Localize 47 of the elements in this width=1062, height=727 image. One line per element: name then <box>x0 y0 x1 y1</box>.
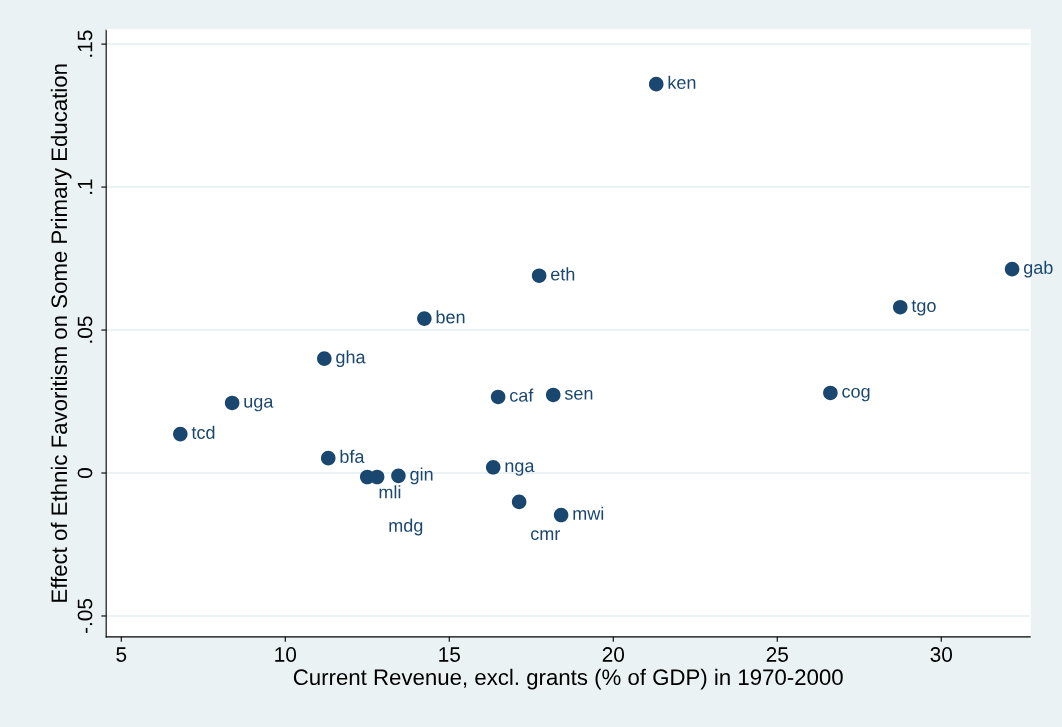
x-tick-label: 5 <box>116 647 127 662</box>
point <box>485 460 501 475</box>
x-axis-title: Current Revenue, excl. grants (% of GDP) in 1970-2000 <box>293 668 843 690</box>
x-tick-label: 10 <box>275 647 297 662</box>
data-label: tcd <box>191 425 215 439</box>
y-tick-label: 0 <box>77 468 93 478</box>
y-tick-label: -.05 <box>77 598 93 633</box>
x-tick-label: 20 <box>602 647 625 662</box>
point <box>320 450 336 466</box>
data-label: cmr <box>531 530 561 541</box>
point <box>553 507 569 523</box>
point <box>417 311 432 326</box>
data-label: gha <box>336 350 366 368</box>
data-label: bfa <box>340 449 365 463</box>
point <box>531 268 547 283</box>
point <box>511 494 527 510</box>
data-label: mdg <box>389 518 423 536</box>
data-label: nga <box>505 462 535 476</box>
point <box>173 426 188 442</box>
point <box>391 468 406 484</box>
data-label: cog <box>842 387 870 402</box>
point <box>892 299 908 315</box>
data-label: mwi <box>573 506 604 520</box>
x-tick-label: 15 <box>439 647 460 662</box>
data-label: tgo <box>911 300 936 316</box>
data-label: eth <box>551 267 575 281</box>
point <box>224 395 240 411</box>
data-label: gin <box>410 467 433 485</box>
point <box>1004 261 1020 277</box>
data-label: gab <box>1023 260 1053 278</box>
point <box>545 387 561 403</box>
y-tick-label: .05 <box>77 316 93 343</box>
data-label: uga <box>244 397 274 412</box>
y-tick-label: .1 <box>77 179 93 194</box>
data-label: ken <box>668 75 696 89</box>
point <box>317 351 332 366</box>
point <box>648 76 664 92</box>
point <box>490 389 506 405</box>
data-label: mli <box>379 485 401 499</box>
x-tick-label: 25 <box>766 647 788 662</box>
point <box>823 385 838 401</box>
x-tick-label: 30 <box>930 647 953 662</box>
data-label: sen <box>564 389 593 400</box>
y-axis-title: Effect of Ethnic Favoritism on Some Primary Education <box>50 64 72 602</box>
data-label: caf <box>510 388 534 402</box>
data-label: ben <box>436 310 465 324</box>
y-tick-label: .15 <box>77 30 93 57</box>
